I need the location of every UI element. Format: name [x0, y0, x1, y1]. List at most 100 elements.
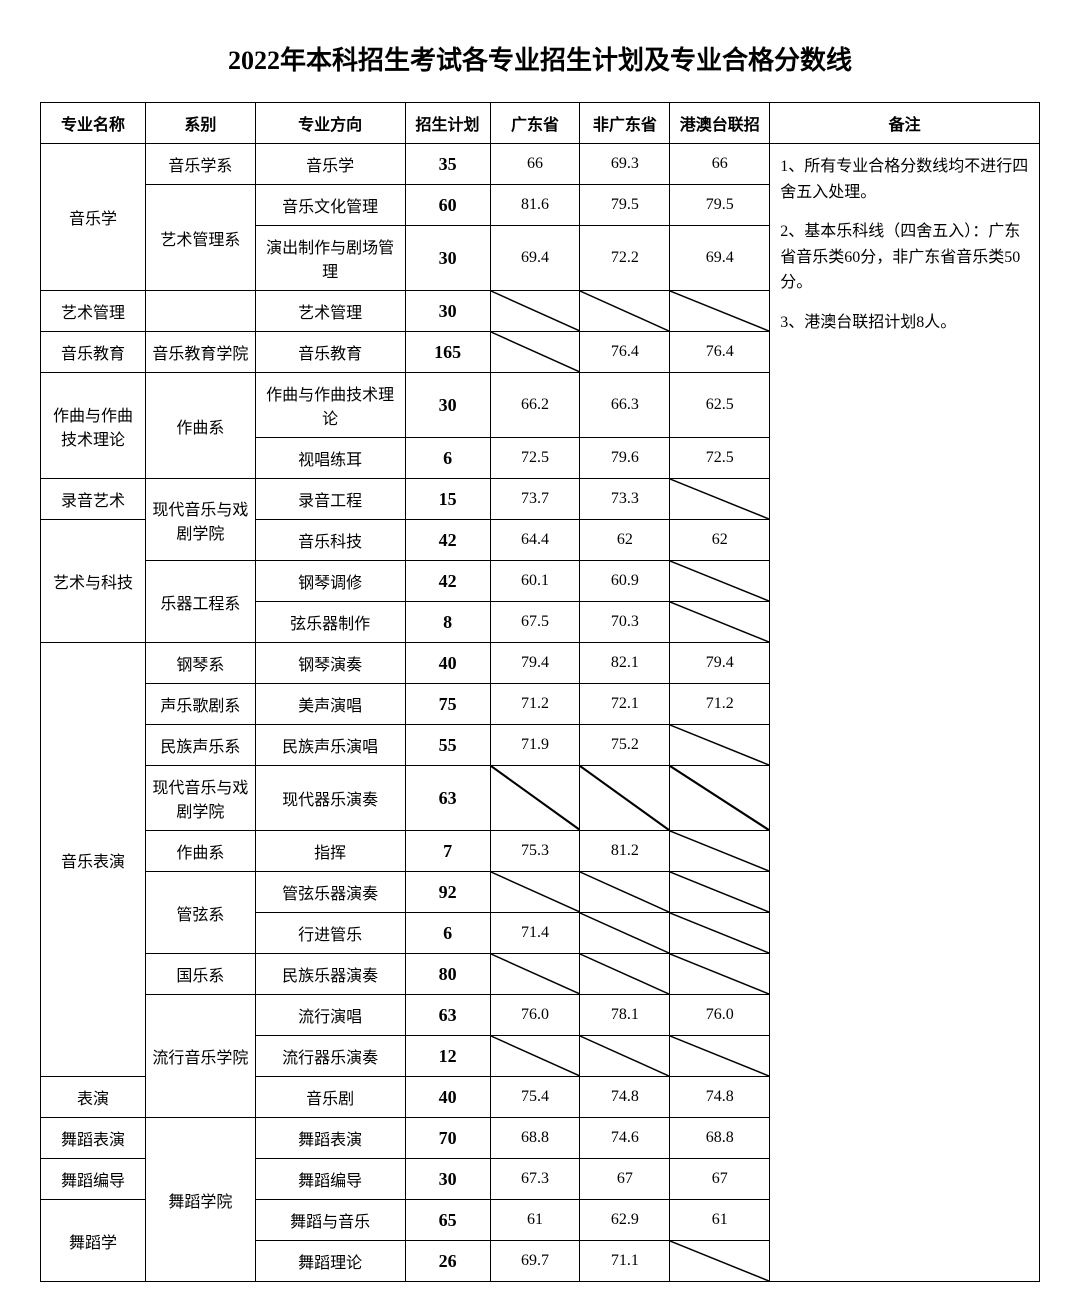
ngd-cell: 70.3 [580, 602, 670, 643]
empty-diag [670, 561, 770, 602]
empty-diag [670, 913, 770, 954]
dept-cell: 管弦系 [145, 872, 255, 954]
dir-cell: 录音工程 [255, 479, 405, 520]
dir-cell: 钢琴调修 [255, 561, 405, 602]
plan-cell: 70 [405, 1118, 490, 1159]
ngd-cell: 66.3 [580, 373, 670, 438]
major-cell: 舞蹈编导 [41, 1159, 146, 1200]
admissions-table: 专业名称 系别 专业方向 招生计划 广东省 非广东省 港澳台联招 备注 音乐学 … [40, 102, 1040, 1282]
hdr-major: 专业名称 [41, 103, 146, 144]
empty-diag [670, 1241, 770, 1282]
gd-cell: 73.7 [490, 479, 580, 520]
dept-cell: 现代音乐与戏剧学院 [145, 766, 255, 831]
dir-cell: 弦乐器制作 [255, 602, 405, 643]
major-cell: 艺术与科技 [41, 520, 146, 643]
major-cell: 音乐学 [41, 144, 146, 291]
gd-cell: 67.3 [490, 1159, 580, 1200]
major-cell: 音乐表演 [41, 643, 146, 1077]
ngd-cell: 73.3 [580, 479, 670, 520]
page-title: 2022年本科招生考试各专业招生计划及专业合格分数线 [40, 40, 1040, 77]
hdr-dept: 系别 [145, 103, 255, 144]
notes-cell: 1、所有专业合格分数线均不进行四舍五入处理。 2、基本乐科线（四舍五入）：广东省… [770, 144, 1040, 1282]
major-cell: 作曲与作曲技术理论 [41, 373, 146, 479]
dir-cell: 指挥 [255, 831, 405, 872]
plan-cell: 92 [405, 872, 490, 913]
dept-cell: 乐器工程系 [145, 561, 255, 643]
hdr-ngd: 非广东省 [580, 103, 670, 144]
major-cell: 舞蹈学 [41, 1200, 146, 1282]
gd-cell: 76.0 [490, 995, 580, 1036]
gd-cell: 61 [490, 1200, 580, 1241]
major-cell: 艺术管理 [41, 291, 146, 332]
dir-cell: 行进管乐 [255, 913, 405, 954]
plan-cell: 55 [405, 725, 490, 766]
major-cell: 录音艺术 [41, 479, 146, 520]
major-cell: 表演 [41, 1077, 146, 1118]
empty-diag [670, 1036, 770, 1077]
dir-cell: 民族乐器演奏 [255, 954, 405, 995]
empty-diag [670, 479, 770, 520]
ngd-cell: 74.6 [580, 1118, 670, 1159]
hkmt-cell: 66 [670, 144, 770, 185]
empty-diag [580, 766, 670, 831]
hkmt-cell: 79.4 [670, 643, 770, 684]
dept-cell: 舞蹈学院 [145, 1118, 255, 1282]
plan-cell: 30 [405, 291, 490, 332]
header-row: 专业名称 系别 专业方向 招生计划 广东省 非广东省 港澳台联招 备注 [41, 103, 1040, 144]
plan-cell: 6 [405, 438, 490, 479]
empty-diag [490, 1036, 580, 1077]
gd-cell: 60.1 [490, 561, 580, 602]
ngd-cell: 79.5 [580, 185, 670, 226]
hkmt-cell: 61 [670, 1200, 770, 1241]
dept-cell: 作曲系 [145, 373, 255, 479]
empty-diag [490, 291, 580, 332]
plan-cell: 63 [405, 766, 490, 831]
gd-cell: 66 [490, 144, 580, 185]
note-1: 1、所有专业合格分数线均不进行四舍五入处理。 [780, 154, 1029, 205]
plan-cell: 80 [405, 954, 490, 995]
dept-cell: 现代音乐与戏剧学院 [145, 479, 255, 561]
gd-cell: 66.2 [490, 373, 580, 438]
dept-cell [145, 291, 255, 332]
plan-cell: 26 [405, 1241, 490, 1282]
ngd-cell: 72.1 [580, 684, 670, 725]
hdr-direction: 专业方向 [255, 103, 405, 144]
gd-cell: 81.6 [490, 185, 580, 226]
plan-cell: 42 [405, 561, 490, 602]
gd-cell: 64.4 [490, 520, 580, 561]
empty-diag [670, 954, 770, 995]
ngd-cell: 79.6 [580, 438, 670, 479]
dir-cell: 流行器乐演奏 [255, 1036, 405, 1077]
gd-cell: 71.9 [490, 725, 580, 766]
ngd-cell: 76.4 [580, 332, 670, 373]
hkmt-cell: 72.5 [670, 438, 770, 479]
empty-diag [670, 872, 770, 913]
dir-cell: 现代器乐演奏 [255, 766, 405, 831]
empty-diag [580, 872, 670, 913]
plan-cell: 65 [405, 1200, 490, 1241]
table-row: 音乐学 音乐学系 音乐学 35 66 69.3 66 1、所有专业合格分数线均不… [41, 144, 1040, 185]
gd-cell: 71.4 [490, 913, 580, 954]
dept-cell: 民族声乐系 [145, 725, 255, 766]
gd-cell: 67.5 [490, 602, 580, 643]
dept-cell: 音乐学系 [145, 144, 255, 185]
plan-cell: 165 [405, 332, 490, 373]
ngd-cell: 75.2 [580, 725, 670, 766]
gd-cell: 68.8 [490, 1118, 580, 1159]
dept-cell: 声乐歌剧系 [145, 684, 255, 725]
hdr-gd: 广东省 [490, 103, 580, 144]
plan-cell: 30 [405, 226, 490, 291]
empty-diag [580, 1036, 670, 1077]
dept-cell: 钢琴系 [145, 643, 255, 684]
dept-cell: 作曲系 [145, 831, 255, 872]
dir-cell: 音乐学 [255, 144, 405, 185]
empty-diag [670, 725, 770, 766]
dir-cell: 舞蹈与音乐 [255, 1200, 405, 1241]
ngd-cell: 60.9 [580, 561, 670, 602]
ngd-cell: 69.3 [580, 144, 670, 185]
ngd-cell: 62.9 [580, 1200, 670, 1241]
dir-cell: 音乐科技 [255, 520, 405, 561]
dir-cell: 舞蹈理论 [255, 1241, 405, 1282]
gd-cell: 71.2 [490, 684, 580, 725]
ngd-cell: 62 [580, 520, 670, 561]
